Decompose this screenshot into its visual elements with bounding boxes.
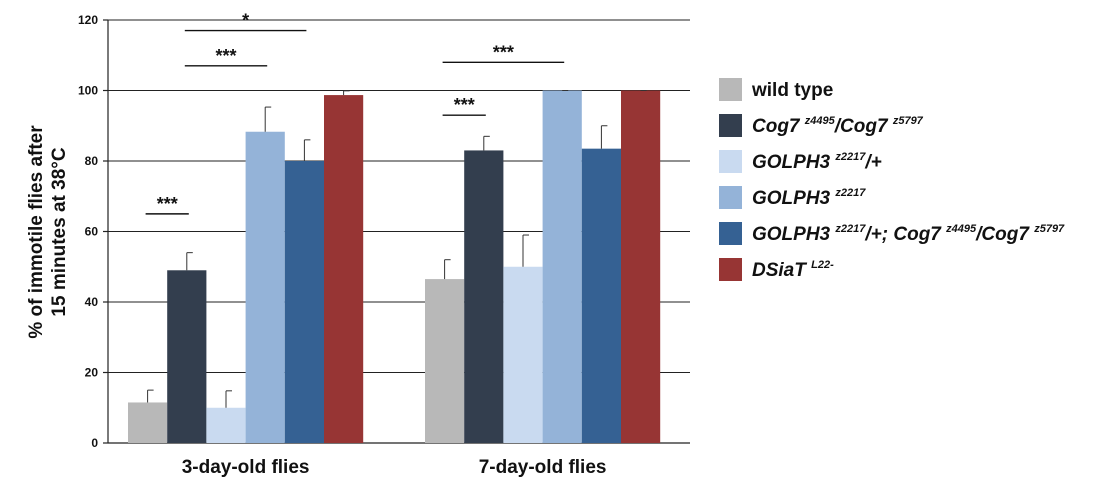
legend-swatch (719, 258, 742, 281)
bar-0-1 (167, 270, 207, 443)
bar-1-0 (425, 279, 465, 443)
bar-1-3 (542, 90, 582, 443)
bar-1-2 (503, 266, 543, 443)
legend-label-part: z2217 (834, 223, 866, 235)
bar-0-3 (245, 131, 285, 443)
bar-1-4 (581, 148, 621, 443)
legend-swatch (719, 222, 742, 245)
y-tick-label: 0 (91, 436, 98, 450)
bar-1-5 (621, 90, 661, 443)
legend-label-part: GOLPH3 (752, 224, 835, 245)
legend-label-part: wild type (751, 80, 833, 101)
legend-swatch (719, 150, 742, 173)
y-axis-label: % of immotile flies after 15 minutes at 3… (26, 125, 70, 339)
legend-label-part: z4495 (945, 223, 977, 235)
legend-swatch (719, 186, 742, 209)
legend-label-part: /+ (864, 152, 881, 173)
bar-0-5 (324, 95, 364, 444)
legend-label: DSiaT L22- (752, 259, 834, 281)
legend-label-part: Cog7 (752, 116, 805, 137)
legend-label: Cog7 z4495/Cog7 z5797 (752, 115, 924, 137)
legend-label: GOLPH3 z2217 (752, 187, 866, 209)
legend-label-part: GOLPH3 (752, 152, 835, 173)
x-category-label: 3-day-old flies (182, 457, 310, 478)
legend-label: wild type (751, 80, 833, 101)
y-tick-label: 120 (78, 13, 98, 27)
legend-label-part: GOLPH3 (752, 188, 835, 209)
legend-label: GOLPH3 z2217/+ (752, 151, 882, 173)
bar-0-0 (128, 402, 168, 443)
legend-label-part: DSiaT (752, 260, 811, 281)
legend-label-part: /Cog7 (834, 116, 893, 137)
y-axis-label-line: 15 minutes at 38°C (49, 147, 70, 316)
legend-label: GOLPH3 z2217/+; Cog7 z4495/Cog7 z5797 (752, 223, 1065, 245)
bar-0-2 (206, 407, 246, 443)
x-category-label: 7-day-old flies (479, 457, 607, 478)
bar-0-4 (284, 161, 324, 443)
significance-label: *** (157, 194, 178, 214)
bar-1-1 (464, 150, 504, 444)
y-tick-label: 80 (85, 154, 99, 168)
y-axis-label-line: % of immotile flies after (26, 125, 47, 339)
legend-label-part: L22- (811, 259, 834, 271)
y-tick-label: 60 (85, 225, 99, 239)
significance-label: *** (454, 95, 475, 115)
legend-label-part: z2217 (834, 151, 866, 163)
y-tick-label: 20 (85, 366, 99, 380)
y-tick-label: 100 (78, 84, 98, 98)
y-tick-label: 40 (85, 295, 99, 309)
significance-label: *** (215, 46, 236, 66)
legend-label-part: z5797 (1033, 223, 1065, 235)
significance-label: * (242, 11, 249, 31)
legend-label-part: /Cog7 (975, 224, 1034, 245)
significance-label: *** (493, 42, 514, 62)
legend-label-part: z5797 (892, 115, 924, 127)
legend-swatch (719, 78, 742, 101)
legend-label-part: z4495 (804, 115, 836, 127)
legend-label-part: z2217 (834, 187, 866, 199)
legend-swatch (719, 114, 742, 137)
legend-label-part: /+; Cog7 (864, 224, 946, 245)
